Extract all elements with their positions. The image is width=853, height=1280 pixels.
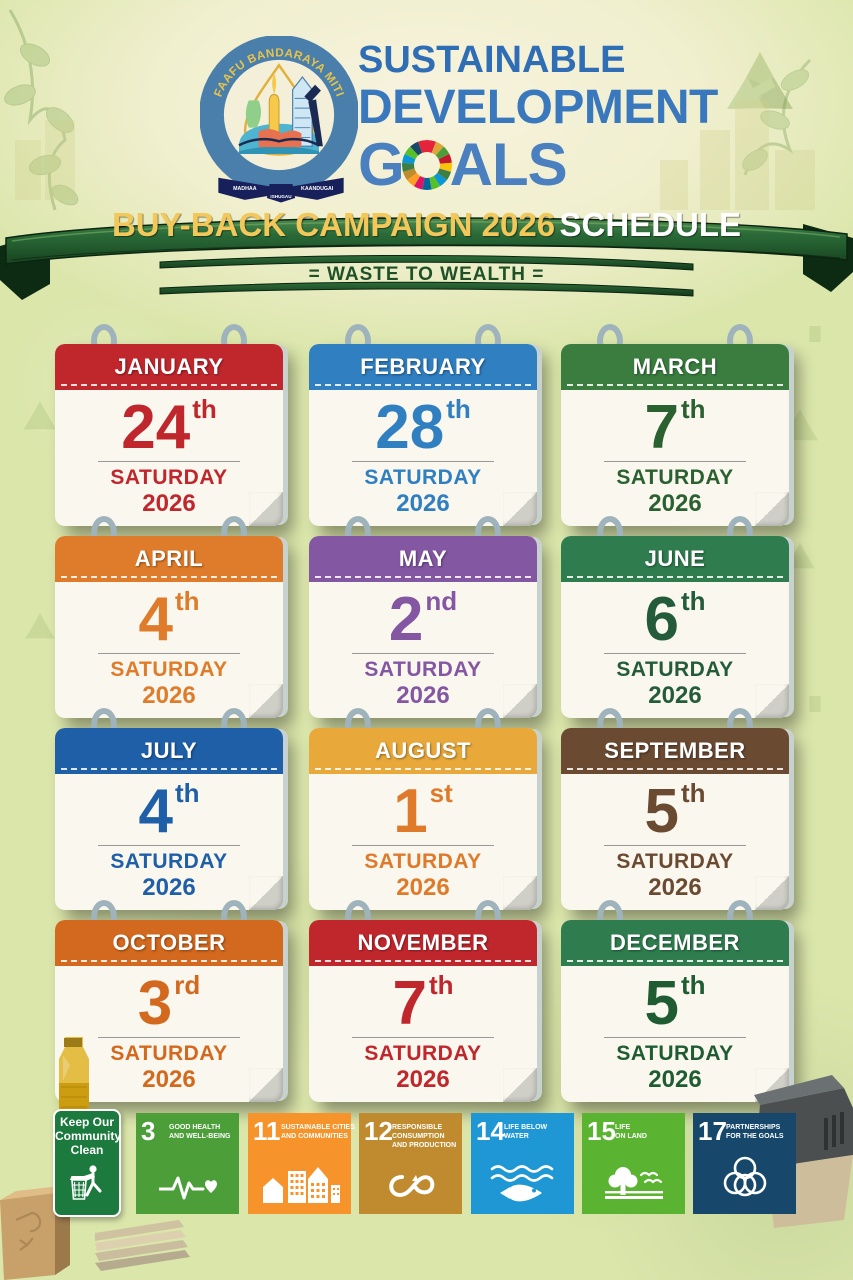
svg-text:ISHUGAU: ISHUGAU [270,194,292,199]
svg-text:MADHAA: MADHAA [233,186,257,192]
svg-text:KAANDUGAI: KAANDUGAI [301,186,334,192]
